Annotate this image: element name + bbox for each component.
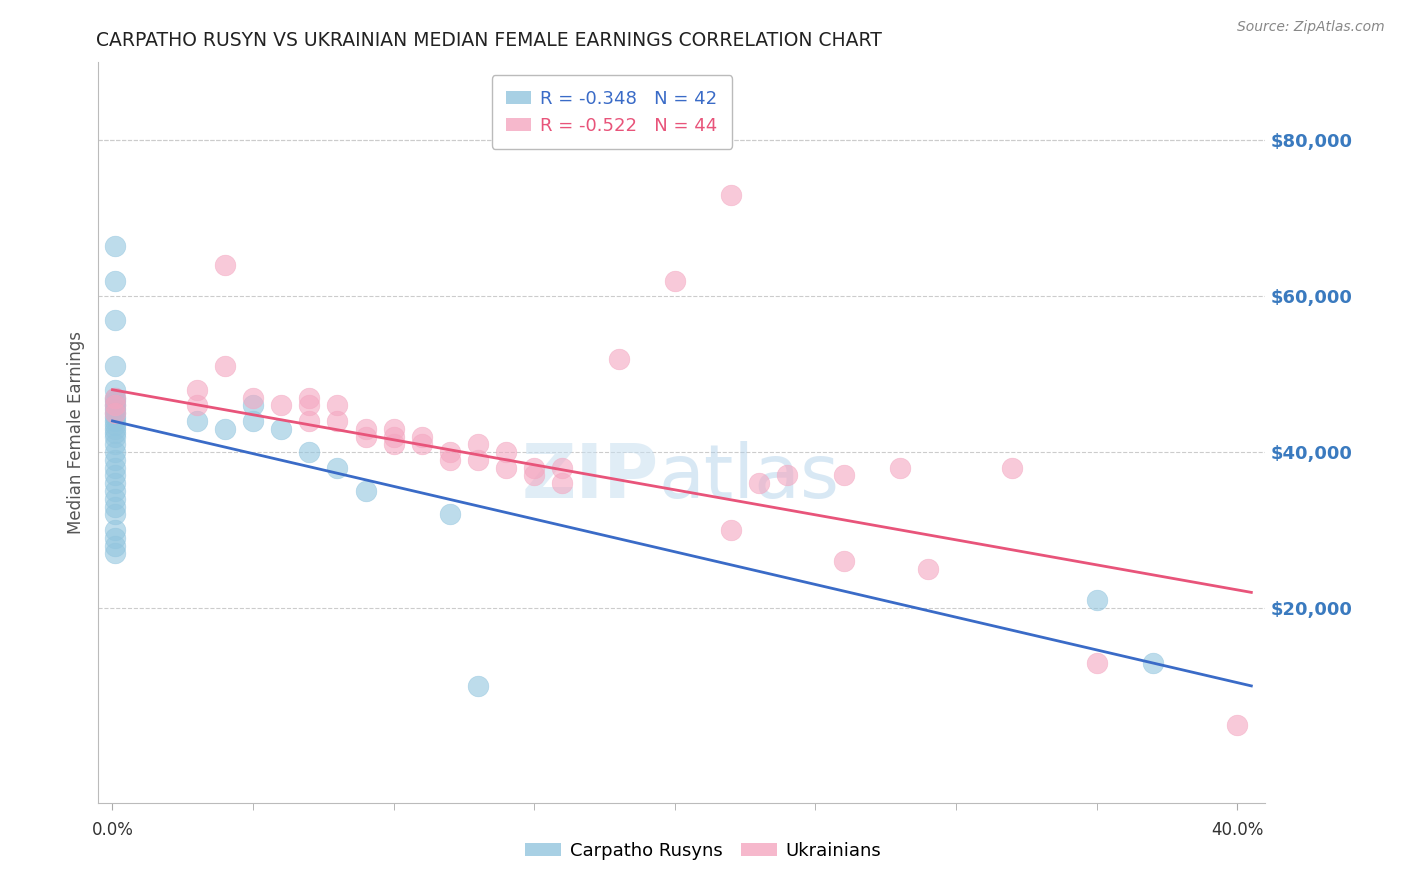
Point — [523, 460, 546, 475]
Point — [551, 460, 574, 475]
Point — [326, 414, 349, 428]
Point — [467, 679, 489, 693]
Point — [326, 398, 349, 412]
Point — [104, 500, 127, 514]
Legend: R = -0.348   N = 42, R = -0.522   N = 44: R = -0.348 N = 42, R = -0.522 N = 44 — [492, 75, 733, 149]
Point — [354, 422, 377, 436]
Point — [104, 398, 127, 412]
Point — [104, 414, 127, 428]
Point — [104, 468, 127, 483]
Point — [354, 484, 377, 499]
Point — [382, 437, 405, 451]
Point — [411, 437, 433, 451]
Point — [832, 554, 855, 568]
Point — [214, 359, 236, 374]
Point — [104, 539, 127, 553]
Point — [242, 414, 264, 428]
Point — [607, 351, 630, 366]
Point — [495, 460, 517, 475]
Point — [776, 468, 799, 483]
Point — [104, 484, 127, 499]
Point — [104, 417, 127, 432]
Point — [720, 523, 742, 537]
Point — [104, 429, 127, 443]
Point — [104, 410, 127, 425]
Point — [382, 429, 405, 443]
Point — [382, 422, 405, 436]
Legend: Carpatho Rusyns, Ukrainians: Carpatho Rusyns, Ukrainians — [517, 835, 889, 867]
Point — [832, 468, 855, 483]
Point — [411, 429, 433, 443]
Point — [104, 359, 127, 374]
Point — [1085, 593, 1108, 607]
Point — [104, 383, 127, 397]
Point — [523, 468, 546, 483]
Point — [104, 460, 127, 475]
Point — [104, 312, 127, 326]
Point — [748, 476, 770, 491]
Point — [104, 523, 127, 537]
Point — [104, 398, 127, 412]
Point — [439, 445, 461, 459]
Point — [104, 422, 127, 436]
Point — [1001, 460, 1024, 475]
Point — [917, 562, 939, 576]
Point — [720, 188, 742, 202]
Point — [270, 422, 292, 436]
Point — [104, 531, 127, 545]
Y-axis label: Median Female Earnings: Median Female Earnings — [66, 331, 84, 534]
Point — [104, 391, 127, 405]
Point — [242, 398, 264, 412]
Point — [104, 406, 127, 420]
Point — [664, 274, 686, 288]
Point — [104, 406, 127, 420]
Point — [1142, 656, 1164, 670]
Point — [439, 453, 461, 467]
Point — [214, 258, 236, 272]
Text: ZIP: ZIP — [522, 441, 658, 514]
Text: atlas: atlas — [658, 441, 839, 514]
Point — [104, 437, 127, 451]
Point — [551, 476, 574, 491]
Point — [495, 445, 517, 459]
Point — [104, 453, 127, 467]
Point — [467, 453, 489, 467]
Point — [186, 398, 208, 412]
Point — [104, 491, 127, 506]
Point — [186, 414, 208, 428]
Point — [104, 425, 127, 440]
Point — [889, 460, 911, 475]
Text: Source: ZipAtlas.com: Source: ZipAtlas.com — [1237, 20, 1385, 34]
Point — [104, 238, 127, 252]
Point — [242, 391, 264, 405]
Text: CARPATHO RUSYN VS UKRAINIAN MEDIAN FEMALE EARNINGS CORRELATION CHART: CARPATHO RUSYN VS UKRAINIAN MEDIAN FEMAL… — [96, 31, 882, 50]
Point — [354, 429, 377, 443]
Point — [298, 445, 321, 459]
Point — [439, 508, 461, 522]
Point — [326, 460, 349, 475]
Point — [104, 402, 127, 417]
Point — [104, 445, 127, 459]
Point — [270, 398, 292, 412]
Point — [1085, 656, 1108, 670]
Point — [186, 383, 208, 397]
Point — [104, 508, 127, 522]
Point — [298, 398, 321, 412]
Point — [298, 414, 321, 428]
Point — [104, 476, 127, 491]
Point — [104, 546, 127, 560]
Point — [1226, 718, 1249, 732]
Point — [467, 437, 489, 451]
Point — [298, 391, 321, 405]
Point — [214, 422, 236, 436]
Point — [104, 391, 127, 405]
Point — [104, 394, 127, 409]
Point — [104, 274, 127, 288]
